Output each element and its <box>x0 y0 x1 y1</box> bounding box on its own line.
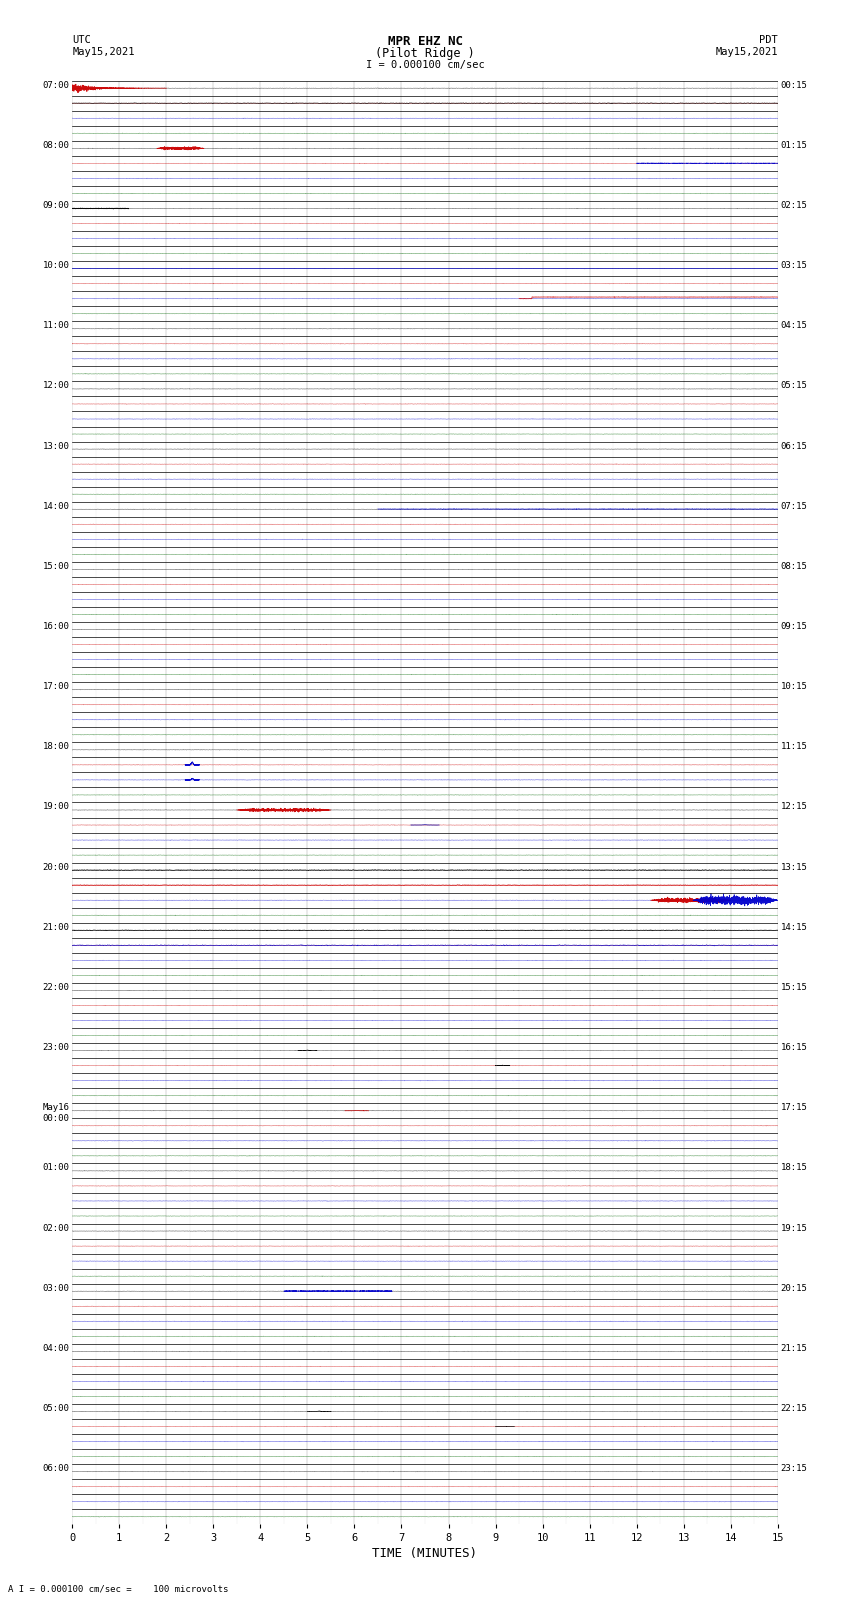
Text: 12:00: 12:00 <box>42 381 70 390</box>
Text: 16:15: 16:15 <box>780 1044 808 1052</box>
Text: 11:00: 11:00 <box>42 321 70 331</box>
Text: 01:00: 01:00 <box>42 1163 70 1173</box>
Text: 15:00: 15:00 <box>42 561 70 571</box>
Text: 17:00: 17:00 <box>42 682 70 690</box>
Text: 15:15: 15:15 <box>780 982 808 992</box>
Text: 22:00: 22:00 <box>42 982 70 992</box>
X-axis label: TIME (MINUTES): TIME (MINUTES) <box>372 1547 478 1560</box>
Text: 02:15: 02:15 <box>780 202 808 210</box>
Text: 13:15: 13:15 <box>780 863 808 871</box>
Text: PDT: PDT <box>759 35 778 45</box>
Text: 19:00: 19:00 <box>42 803 70 811</box>
Text: 14:15: 14:15 <box>780 923 808 932</box>
Text: 05:15: 05:15 <box>780 381 808 390</box>
Text: 03:15: 03:15 <box>780 261 808 269</box>
Text: 22:15: 22:15 <box>780 1403 808 1413</box>
Text: 03:00: 03:00 <box>42 1284 70 1292</box>
Text: 08:00: 08:00 <box>42 140 70 150</box>
Text: 12:15: 12:15 <box>780 803 808 811</box>
Text: 00:15: 00:15 <box>780 81 808 90</box>
Text: 18:15: 18:15 <box>780 1163 808 1173</box>
Text: I = 0.000100 cm/sec: I = 0.000100 cm/sec <box>366 60 484 69</box>
Text: 01:15: 01:15 <box>780 140 808 150</box>
Text: 04:00: 04:00 <box>42 1344 70 1353</box>
Text: May15,2021: May15,2021 <box>715 47 778 56</box>
Text: 23:00: 23:00 <box>42 1044 70 1052</box>
Text: May15,2021: May15,2021 <box>72 47 135 56</box>
Text: 14:00: 14:00 <box>42 502 70 511</box>
Text: 02:00: 02:00 <box>42 1224 70 1232</box>
Text: UTC: UTC <box>72 35 91 45</box>
Text: 20:00: 20:00 <box>42 863 70 871</box>
Text: 10:15: 10:15 <box>780 682 808 690</box>
Text: May16
00:00: May16 00:00 <box>42 1103 70 1123</box>
Text: 21:15: 21:15 <box>780 1344 808 1353</box>
Text: 07:00: 07:00 <box>42 81 70 90</box>
Text: 16:00: 16:00 <box>42 623 70 631</box>
Text: 18:00: 18:00 <box>42 742 70 752</box>
Text: 11:15: 11:15 <box>780 742 808 752</box>
Text: 17:15: 17:15 <box>780 1103 808 1113</box>
Text: 13:00: 13:00 <box>42 442 70 450</box>
Text: 21:00: 21:00 <box>42 923 70 932</box>
Text: 20:15: 20:15 <box>780 1284 808 1292</box>
Text: 23:15: 23:15 <box>780 1465 808 1473</box>
Text: 04:15: 04:15 <box>780 321 808 331</box>
Text: 05:00: 05:00 <box>42 1403 70 1413</box>
Text: 09:15: 09:15 <box>780 623 808 631</box>
Text: 06:15: 06:15 <box>780 442 808 450</box>
Text: 06:00: 06:00 <box>42 1465 70 1473</box>
Text: (Pilot Ridge ): (Pilot Ridge ) <box>375 47 475 60</box>
Text: 08:15: 08:15 <box>780 561 808 571</box>
Text: 10:00: 10:00 <box>42 261 70 269</box>
Text: 09:00: 09:00 <box>42 202 70 210</box>
Text: 07:15: 07:15 <box>780 502 808 511</box>
Text: 19:15: 19:15 <box>780 1224 808 1232</box>
Text: MPR EHZ NC: MPR EHZ NC <box>388 35 462 48</box>
Text: A I = 0.000100 cm/sec =    100 microvolts: A I = 0.000100 cm/sec = 100 microvolts <box>8 1584 229 1594</box>
